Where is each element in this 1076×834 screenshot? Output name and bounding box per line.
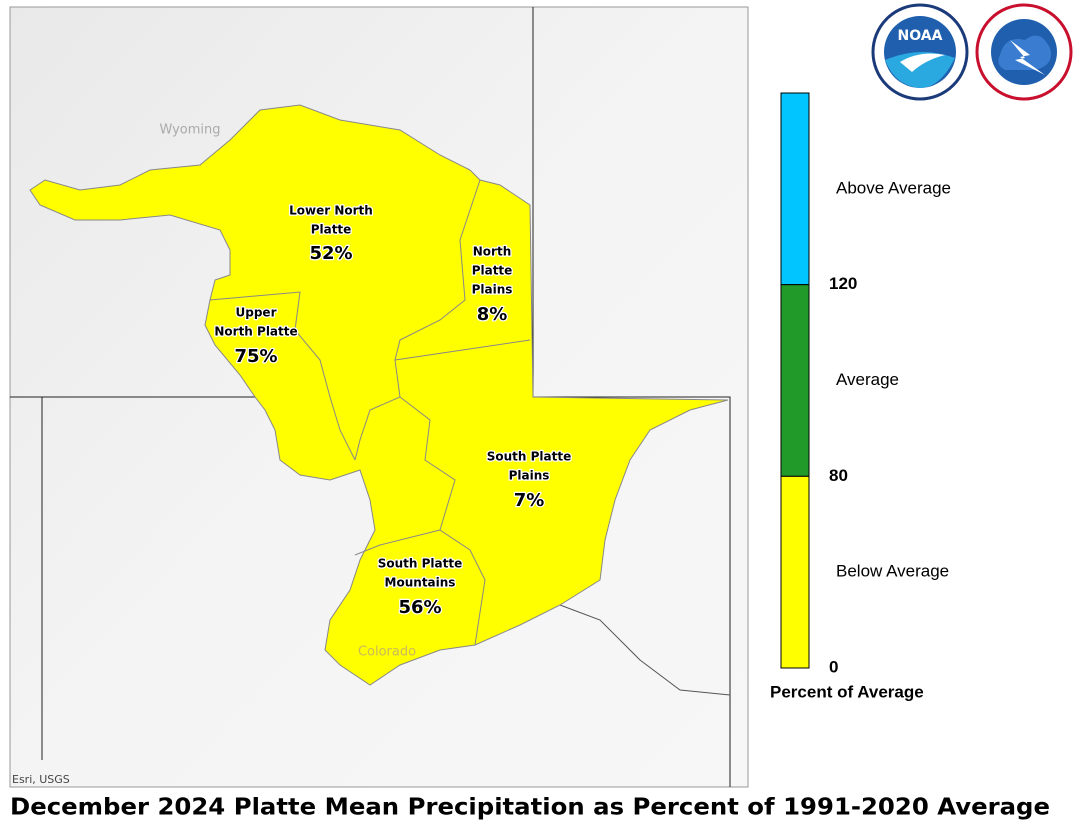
logos: NOAA — [871, 3, 1073, 101]
legend-tick: 0 — [829, 657, 838, 676]
basin-name: North — [473, 245, 511, 259]
legend-swatch — [780, 475, 810, 669]
basin-name: Lower North — [289, 204, 373, 218]
legend-label: Above Average — [836, 178, 951, 197]
state-label: Wyoming — [159, 123, 220, 138]
legend-label: Average — [836, 370, 899, 389]
basin-value: 8% — [477, 304, 508, 325]
nws-logo — [1010, 40, 1045, 75]
basin-name: Plains — [472, 283, 513, 297]
map: Wyoming Colorado Esri, USGS Lower North P… — [9, 6, 749, 788]
basin-value: 56% — [398, 597, 441, 618]
basin-name: South Platte — [487, 450, 572, 464]
legend: Above Average Average Below Average 120 80 0 P… — [770, 92, 951, 701]
legend-swatch — [780, 284, 810, 477]
legend-title: Percent of Average — [770, 682, 924, 701]
basin-name: South Platte — [378, 557, 463, 571]
river — [559, 604, 731, 696]
basin-border — [209, 179, 531, 646]
map-title: December 2024 Platte Mean Precipitation … — [10, 795, 1050, 821]
noaa-logo — [900, 53, 945, 72]
basin-name: North Platte — [214, 325, 297, 339]
state-label: Colorado — [358, 645, 416, 660]
basin-name: Mountains — [385, 576, 456, 590]
legend-tick: 120 — [829, 274, 857, 293]
basin-value: 7% — [514, 490, 545, 511]
basin-name: Platte — [472, 264, 513, 278]
legend-swatch — [780, 92, 810, 286]
attribution: Esri, USGS — [12, 773, 70, 786]
basin-name: Platte — [311, 223, 352, 237]
basin-name: Upper — [236, 306, 277, 320]
basin-area — [29, 104, 729, 686]
legend-tick: 80 — [829, 466, 848, 485]
legend-label: Below Average — [836, 562, 949, 581]
basin-name: Plains — [509, 469, 550, 483]
basin-value: 52% — [309, 243, 352, 264]
basin-value: 75% — [234, 346, 277, 367]
noaa-text: NOAA — [898, 28, 943, 44]
